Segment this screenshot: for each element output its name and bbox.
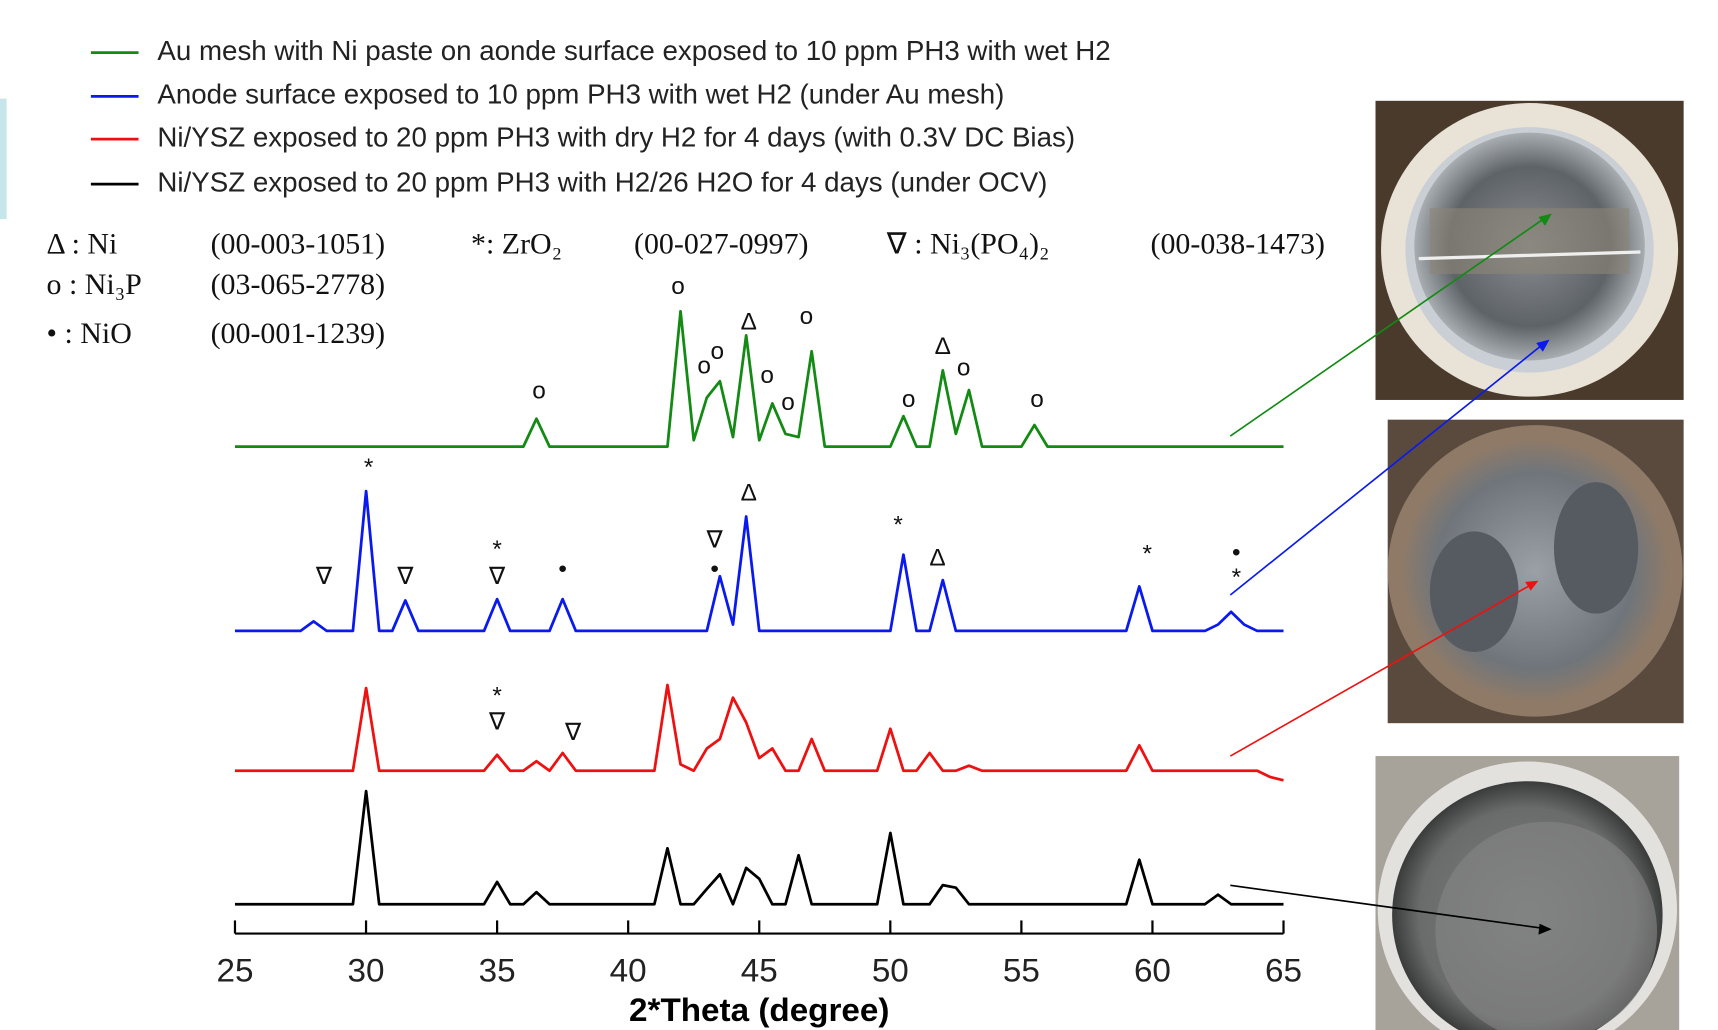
- peak-marker: *: [364, 454, 374, 481]
- peak-marker: *: [1232, 564, 1242, 591]
- peak-marker: o: [760, 362, 774, 389]
- peak-marker: •: [1232, 539, 1241, 566]
- peak-marker: o: [711, 338, 725, 365]
- peak-marker: •: [710, 555, 719, 582]
- x-tick-label: 35: [479, 953, 516, 990]
- legend-label: Ni/YSZ exposed to 20 ppm PH3 with dry H2…: [157, 122, 1075, 153]
- series-line: [234, 789, 1284, 906]
- peak-marker: o: [800, 303, 814, 330]
- legend-label: Anode surface exposed to 10 ppm PH3 with…: [157, 79, 1004, 110]
- peak-marker: Δ: [741, 480, 757, 507]
- peak-marker: o: [532, 377, 546, 404]
- phase-symbol: *: ZrO₂: [471, 227, 562, 260]
- peak-marker: Δ: [929, 545, 945, 572]
- phase-card: (00-027-0997): [634, 227, 809, 260]
- x-tick-label: 40: [610, 953, 647, 990]
- series-line: [234, 683, 1284, 782]
- phase-card: (00-003-1051): [211, 227, 386, 260]
- x-tick-label: 50: [872, 953, 909, 990]
- peak-marker: o: [671, 273, 685, 300]
- peak-marker: *: [893, 512, 903, 539]
- photo-middle: [1387, 419, 1684, 724]
- peak-marker: ∇: [488, 709, 506, 736]
- series-line: [234, 489, 1284, 633]
- peak-marker: ∇: [315, 563, 333, 590]
- phase-symbol: Δ : Ni: [47, 227, 118, 260]
- peak-marker: o: [781, 389, 795, 416]
- photo-top: [1375, 100, 1684, 400]
- phase-card: (03-065-2778): [211, 268, 386, 301]
- x-tick-label: 60: [1134, 953, 1171, 990]
- peak-marker: o: [1030, 386, 1044, 413]
- x-tick-label: 55: [1003, 953, 1040, 990]
- peak-marker: o: [902, 386, 916, 413]
- x-tick-label: 30: [348, 953, 385, 990]
- x-tick-label: 25: [216, 953, 253, 990]
- peak-marker: Δ: [935, 333, 951, 360]
- series-line: [234, 309, 1284, 448]
- x-tick-label: 45: [741, 953, 778, 990]
- phase-symbol: ∇ : Ni₃(PO₄)₂: [886, 227, 1050, 260]
- legend-label: Au mesh with Ni paste on aonde surface e…: [157, 35, 1110, 66]
- peak-marker: *: [1142, 541, 1152, 568]
- phase-card: (00-001-1239): [211, 317, 386, 350]
- peak-marker: o: [957, 355, 971, 382]
- x-axis-title: 2*Theta (degree): [629, 992, 889, 1029]
- peak-marker: *: [492, 683, 502, 710]
- phase-card: (00-038-1473): [1151, 227, 1326, 260]
- phase-symbol: • : NiO: [47, 317, 132, 350]
- peak-marker: Δ: [741, 309, 757, 336]
- peak-marker: ∇: [488, 563, 506, 590]
- peak-marker: o: [697, 353, 711, 380]
- x-tick-label: 65: [1265, 953, 1302, 990]
- peak-marker: ∇: [706, 527, 724, 554]
- phase-symbol: o : Ni₃P: [47, 268, 142, 301]
- peak-marker: ∇: [564, 719, 582, 746]
- side-accent: [0, 98, 7, 220]
- arrows: [1229, 213, 1552, 935]
- peak-marker: ∇: [396, 563, 414, 590]
- peak-marker: •: [558, 555, 567, 582]
- photo-bottom: [1375, 756, 1680, 1030]
- peak-marker: *: [492, 536, 502, 563]
- legend-label: Ni/YSZ exposed to 20 ppm PH3 with H2/26 …: [157, 166, 1047, 197]
